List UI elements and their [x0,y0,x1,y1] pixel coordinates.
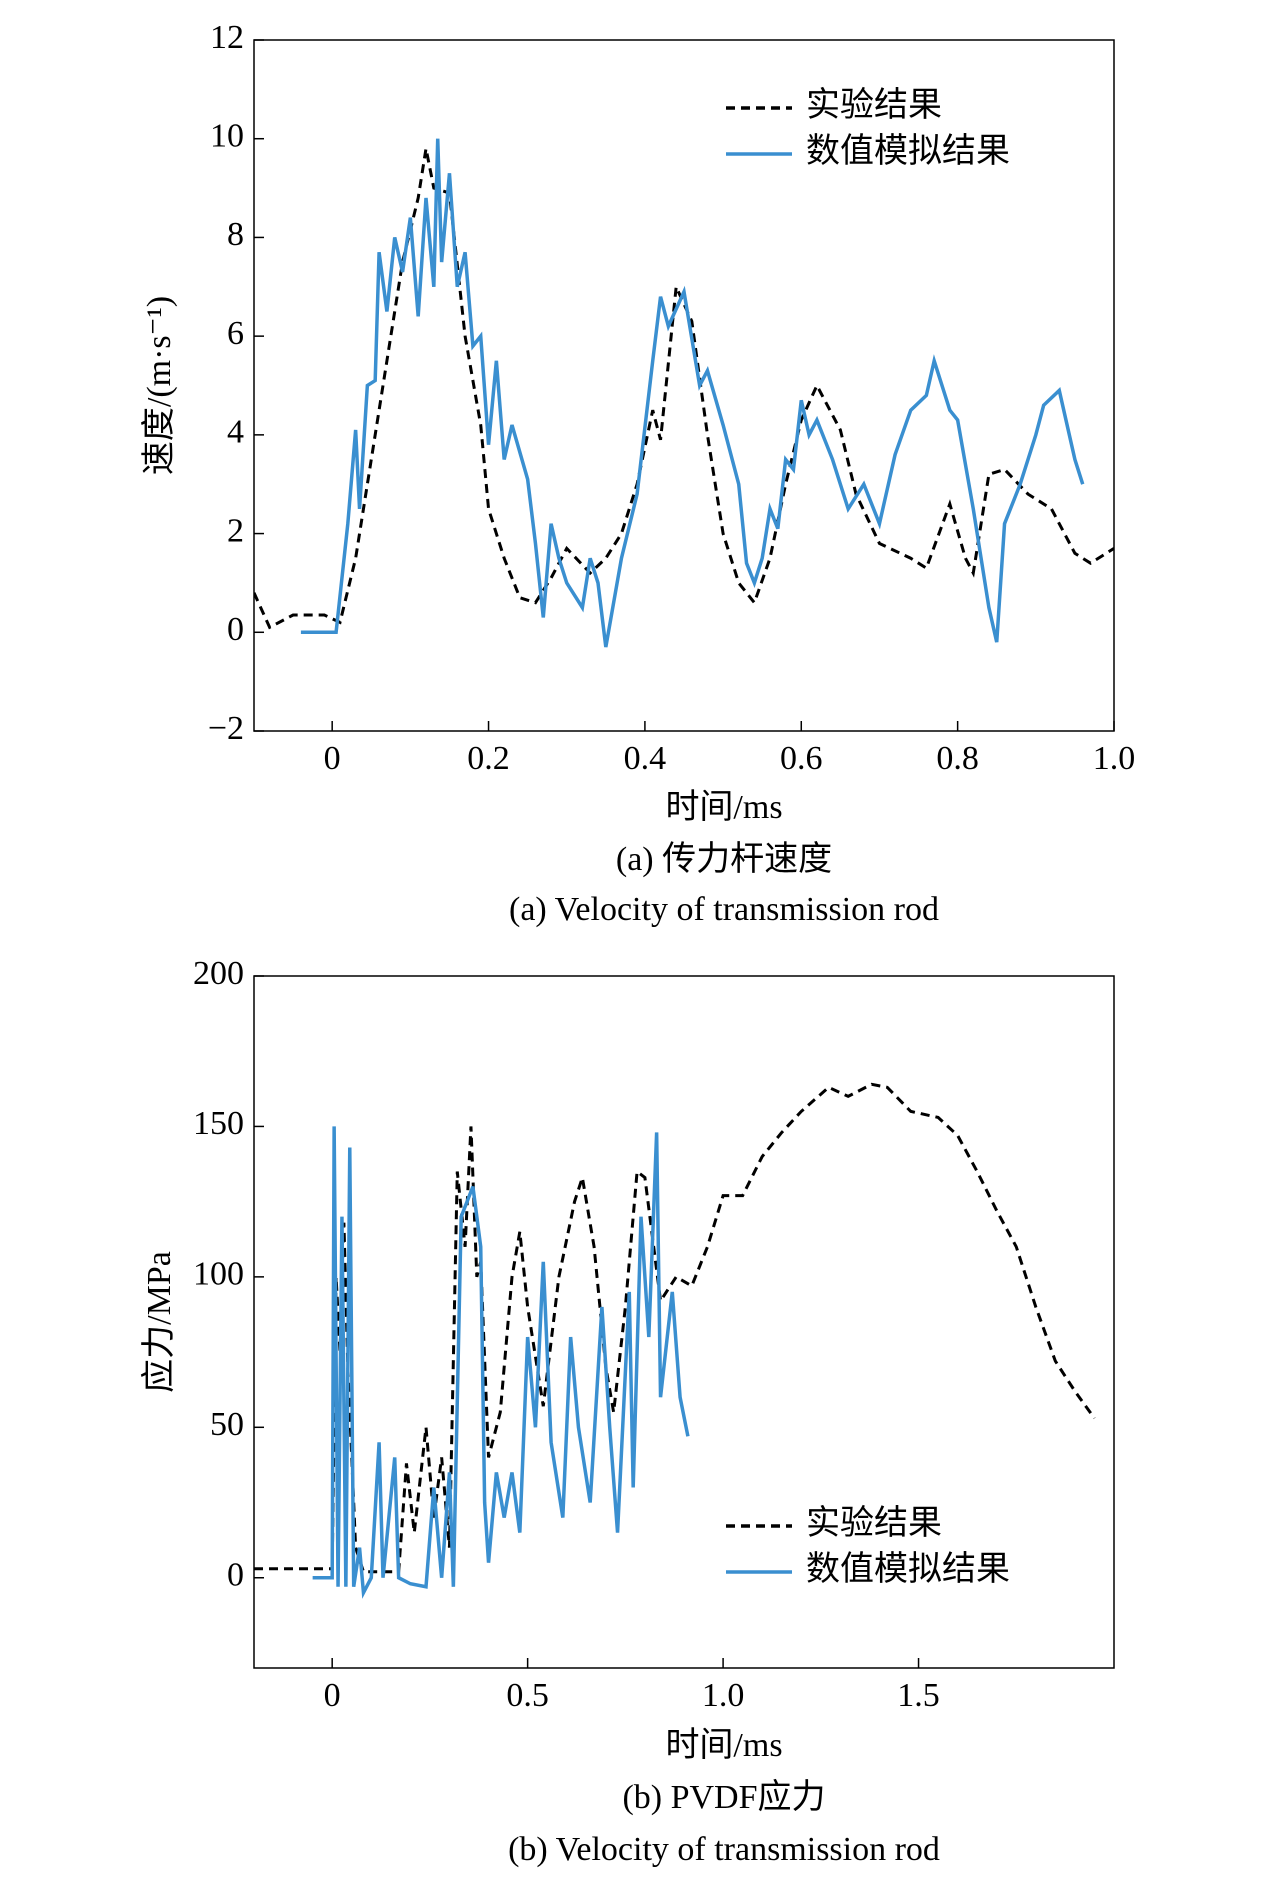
data-line [300,138,1085,648]
x-tick-label: 1.0 [1093,740,1136,777]
y-tick-label: 10 [210,118,244,155]
x-axis-label: 时间/ms [665,1727,782,1764]
x-tick-label: 1.5 [897,1677,940,1714]
y-tick-label: 50 [210,1406,244,1443]
plot-frame [253,975,1115,1669]
y-tick-label: 200 [193,955,244,992]
y-tick-label: 0 [227,1557,244,1594]
y-tick-label: 2 [227,512,244,549]
caption-en: (b) Velocity of transmission rod [508,1831,940,1868]
caption-cn: (b) PVDF应力 [622,1778,825,1816]
y-axis-label: 应力/MPa [140,1251,178,1393]
y-tick-label: 0 [227,611,244,648]
x-axis-label: 时间/ms [665,789,782,826]
x-tick-label: 0.5 [506,1677,549,1714]
data-line [312,1126,690,1599]
y-tick-label: 150 [193,1105,244,1142]
y-tick-label: 12 [210,19,244,56]
data-line [254,148,1114,630]
x-tick-label: 0.8 [936,740,979,777]
x-tick-label: 0 [324,1677,341,1714]
y-axis-label: 速度/(m·s⁻¹) [140,296,178,475]
legend-label: 实验结果 [806,86,942,124]
y-tick-label: −2 [208,710,244,747]
data-line [254,1082,1096,1574]
legend-label: 数值模拟结果 [806,132,1010,170]
y-tick-label: 8 [227,216,244,253]
caption-en: (a) Velocity of transmission rod [509,891,939,928]
x-tick-label: 0 [324,740,341,777]
caption-cn: (a) 传力杆速度 [616,840,832,878]
y-tick-label: 100 [193,1256,244,1293]
y-tick-label: 4 [227,414,244,451]
x-tick-label: 1.0 [702,1677,745,1714]
x-tick-label: 0.4 [624,740,667,777]
legend-label: 数值模拟结果 [806,1550,1010,1588]
x-tick-label: 0.2 [467,740,510,777]
plot-frame [253,39,1115,732]
x-tick-label: 0.6 [780,740,823,777]
legend-label: 实验结果 [806,1504,942,1542]
y-tick-label: 6 [227,315,244,352]
